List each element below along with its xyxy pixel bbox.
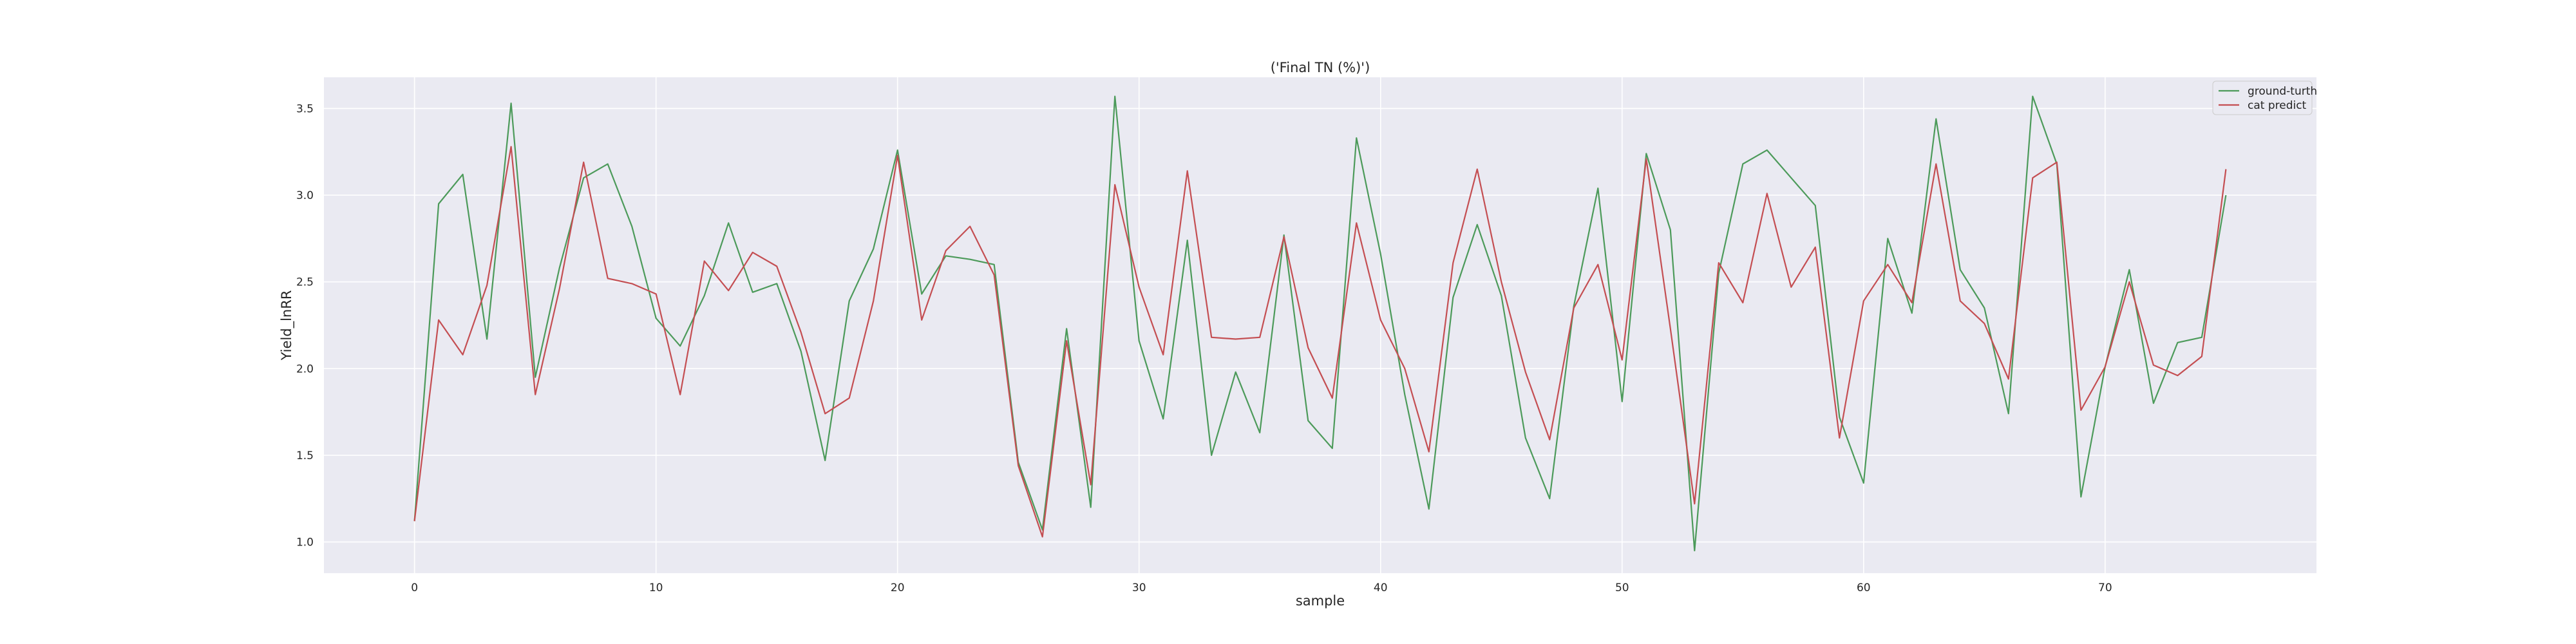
y-tick-label: 2.0: [296, 363, 314, 375]
x-tick-label: 10: [649, 582, 663, 594]
y-axis-label: Yield_lnRR: [279, 290, 295, 361]
series-line-ground-turth: [413, 95, 2227, 552]
tick-labels: 0 10 20 30 40 50 60 70 1.0 1.5 2.0 2.5 3.0 3.5: [296, 102, 2112, 594]
x-tick-label: 20: [891, 582, 905, 594]
legend-label-cat-predict: cat predict: [2248, 99, 2307, 112]
y-tick-label: 2.5: [296, 276, 314, 289]
series-line-cat-predict: [413, 146, 2227, 538]
x-tick-label: 0: [411, 582, 418, 594]
y-tick-label: 3.5: [296, 102, 314, 115]
y-tick-label: 3.0: [296, 189, 314, 202]
legend-label-ground-turth: ground-turth: [2248, 85, 2317, 98]
x-tick-label: 60: [1857, 582, 1871, 594]
legend: ground-turth cat predict: [2212, 80, 2317, 115]
y-tick-label: 1.0: [296, 536, 314, 549]
x-axis-label: sample: [1296, 593, 1345, 609]
grid: [324, 77, 2316, 573]
plot-area: [324, 77, 2316, 573]
y-tick-label: 1.5: [296, 450, 314, 462]
x-tick-label: 40: [1374, 582, 1388, 594]
chart-title: ('Final TN (%)'): [1271, 60, 1370, 75]
legend-box: [2212, 80, 2313, 115]
x-tick-label: 70: [2098, 582, 2112, 594]
x-tick-label: 30: [1132, 582, 1146, 594]
x-tick-label: 50: [1615, 582, 1629, 594]
series-layer: [413, 95, 2227, 552]
